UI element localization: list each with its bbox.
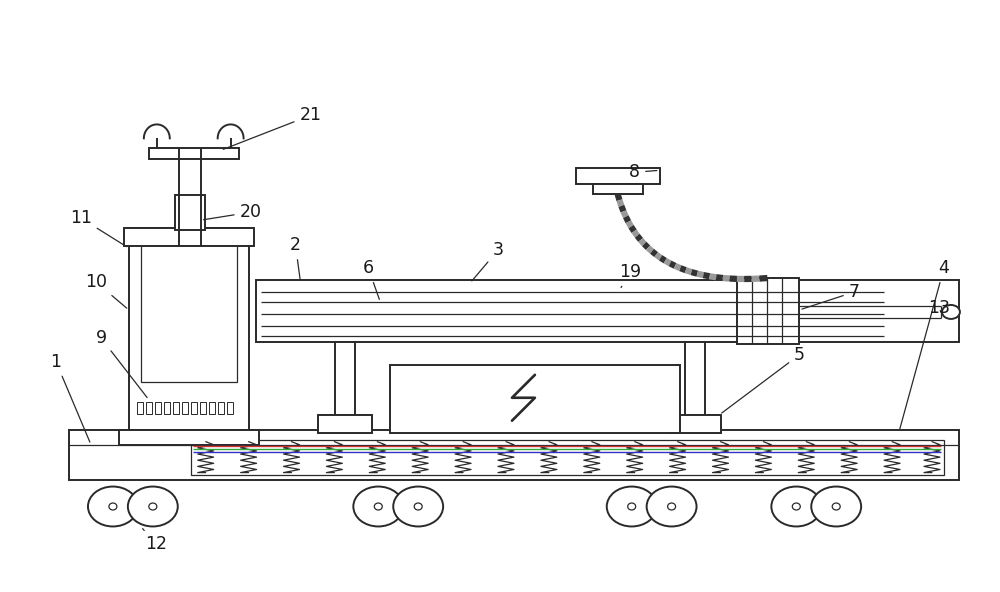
Bar	[576, 168, 660, 184]
Ellipse shape	[668, 503, 676, 510]
Bar	[218, 402, 224, 414]
Text: 8: 8	[629, 163, 657, 181]
Text: 3: 3	[472, 241, 504, 281]
Ellipse shape	[128, 487, 178, 526]
Ellipse shape	[88, 487, 138, 526]
Bar	[129, 228, 249, 430]
Ellipse shape	[149, 503, 157, 510]
Text: 9: 9	[95, 329, 147, 398]
Bar	[209, 402, 215, 414]
Bar	[191, 440, 944, 475]
Bar	[685, 342, 705, 422]
Bar	[390, 365, 680, 433]
Bar	[256, 280, 959, 342]
Text: 12: 12	[143, 529, 167, 554]
Bar	[146, 402, 152, 414]
Bar	[668, 415, 721, 433]
Bar	[164, 402, 170, 414]
Bar	[335, 342, 355, 422]
Bar	[227, 402, 233, 414]
Bar	[191, 402, 197, 414]
Bar	[124, 228, 254, 246]
Text: 19: 19	[619, 263, 641, 288]
Bar	[737, 278, 799, 344]
Bar	[200, 402, 206, 414]
Bar	[69, 430, 959, 480]
Bar	[137, 402, 143, 414]
Text: 13: 13	[928, 299, 950, 317]
Ellipse shape	[414, 503, 422, 510]
Text: 2: 2	[290, 236, 301, 279]
Ellipse shape	[353, 487, 403, 526]
Ellipse shape	[771, 487, 821, 526]
Ellipse shape	[811, 487, 861, 526]
Ellipse shape	[647, 487, 697, 526]
Bar	[593, 184, 643, 194]
Bar	[149, 149, 239, 159]
Ellipse shape	[942, 305, 960, 319]
Bar	[155, 402, 161, 414]
Ellipse shape	[393, 487, 443, 526]
Ellipse shape	[832, 503, 840, 510]
Text: 11: 11	[70, 209, 127, 247]
Text: 21: 21	[223, 107, 321, 149]
Text: 6: 6	[363, 259, 379, 300]
Bar	[182, 402, 188, 414]
Bar	[318, 415, 372, 433]
Text: 20: 20	[203, 203, 262, 221]
Ellipse shape	[374, 503, 382, 510]
Bar	[141, 240, 237, 382]
Text: 10: 10	[85, 273, 127, 308]
Bar	[173, 402, 179, 414]
Text: 5: 5	[722, 346, 805, 413]
Text: 1: 1	[51, 353, 90, 442]
Ellipse shape	[109, 503, 117, 510]
Ellipse shape	[792, 503, 800, 510]
Text: 4: 4	[900, 259, 949, 429]
Bar	[119, 430, 259, 445]
Text: 7: 7	[802, 283, 860, 309]
Bar	[175, 195, 205, 230]
Ellipse shape	[607, 487, 657, 526]
Ellipse shape	[628, 503, 636, 510]
